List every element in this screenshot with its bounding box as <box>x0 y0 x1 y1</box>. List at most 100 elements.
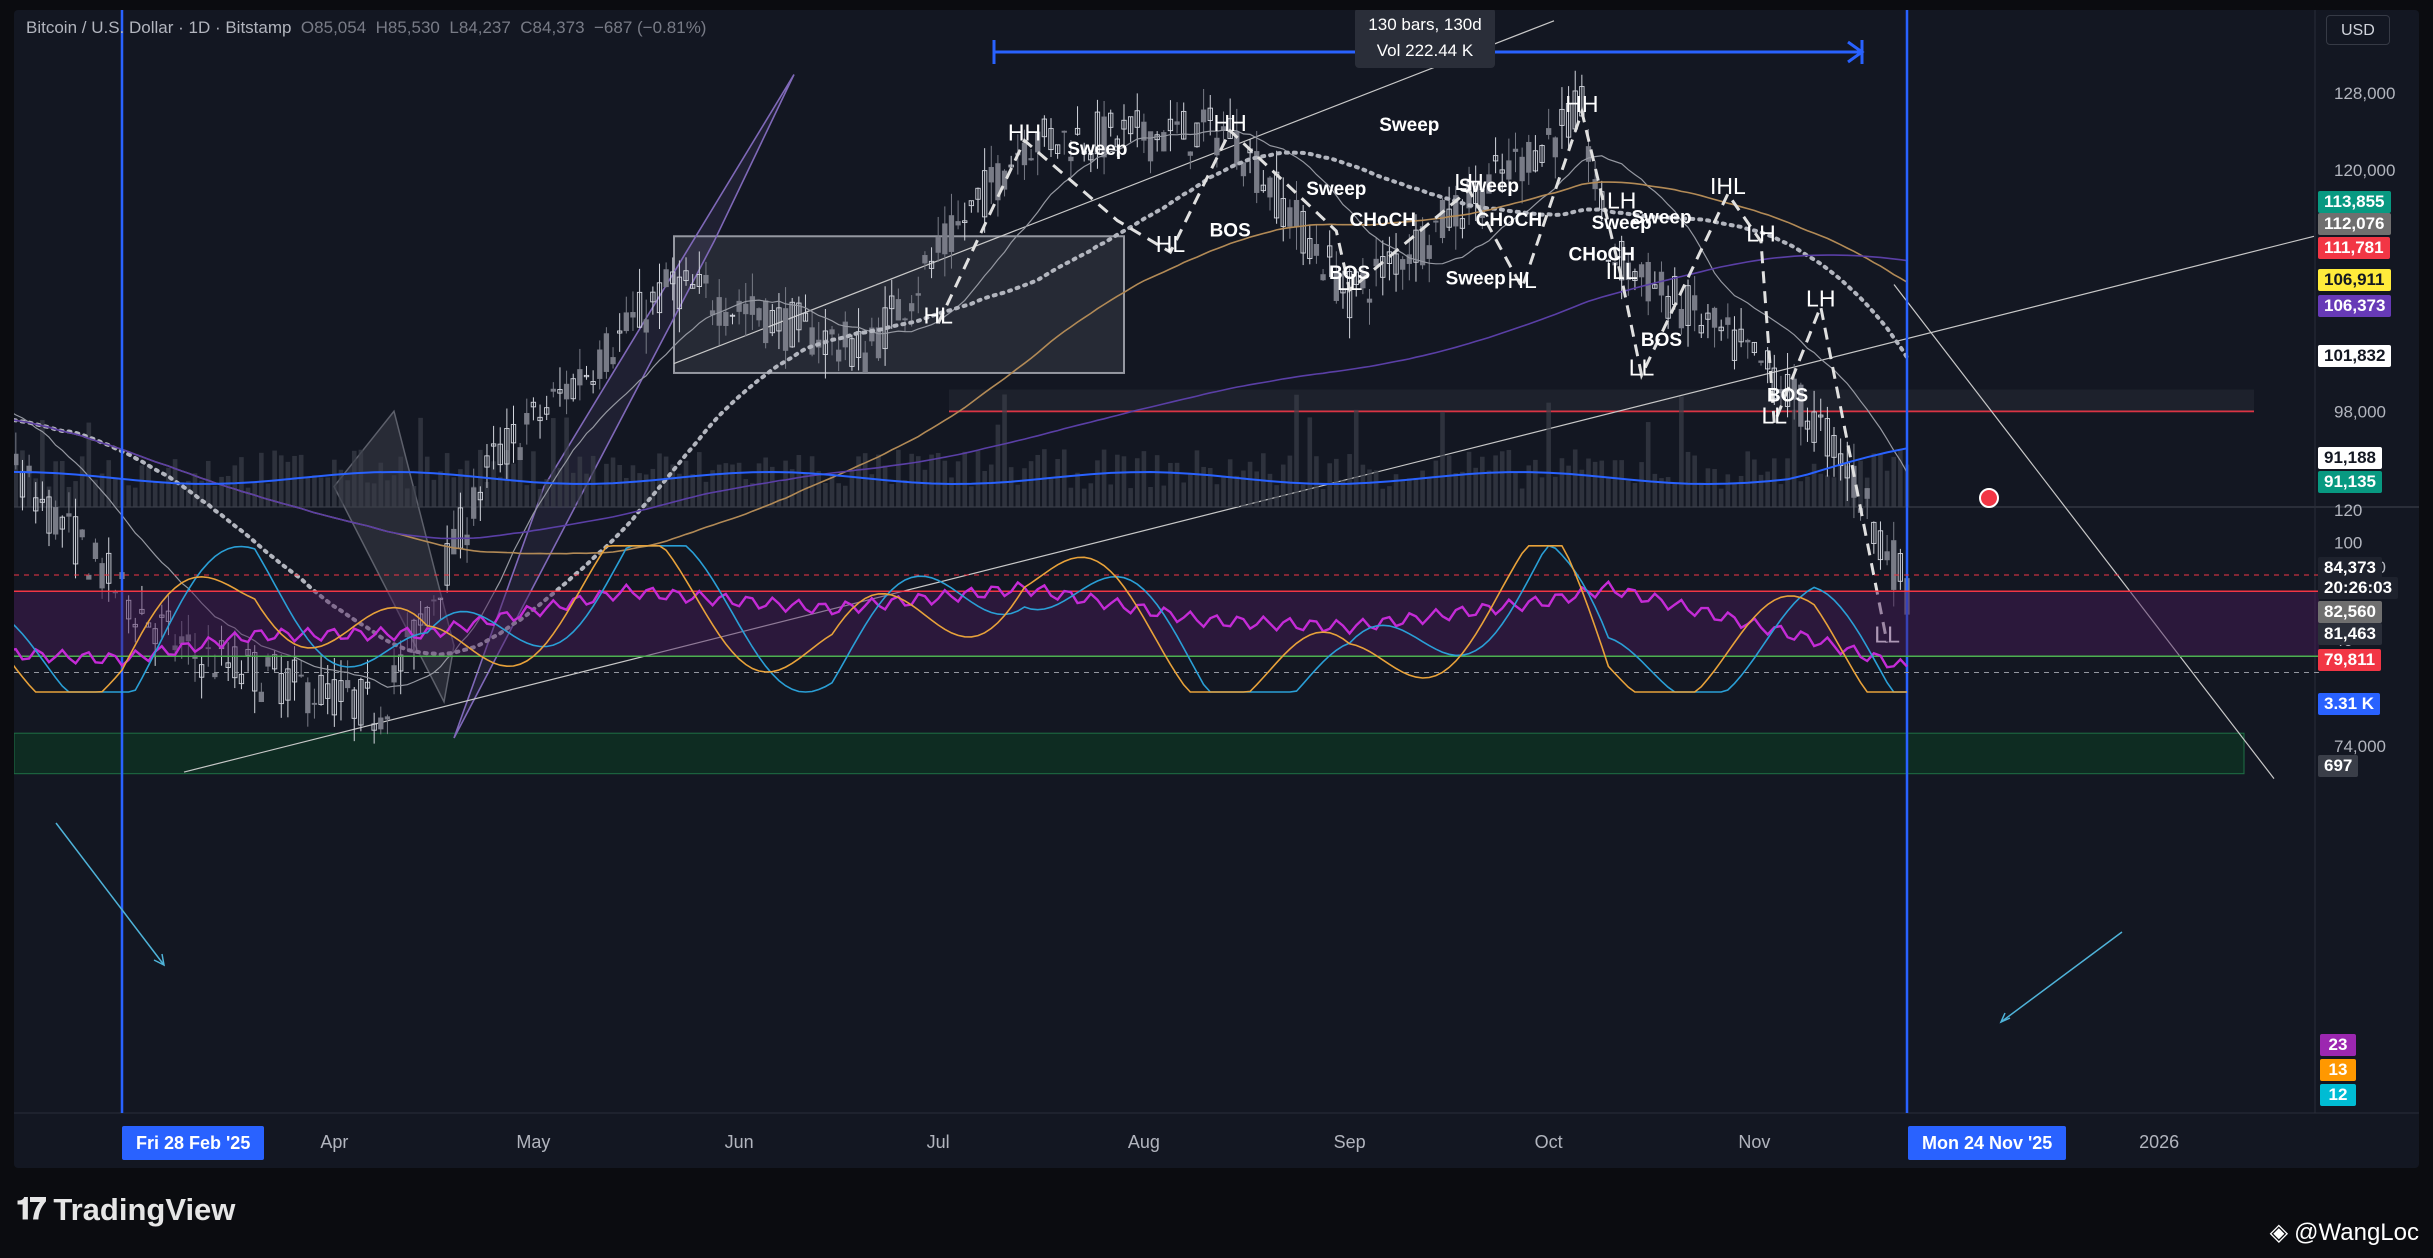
candle-body <box>1353 271 1359 285</box>
price-axis-label: 106,911 <box>2318 269 2391 291</box>
candle-body <box>437 597 444 600</box>
price-axis-label: 106,373 <box>2318 295 2392 317</box>
volume-bar <box>1002 394 1007 507</box>
volume-bar <box>1665 477 1671 507</box>
candle-body <box>205 647 211 650</box>
volume-bar <box>345 480 350 507</box>
volume-bar <box>1440 411 1445 507</box>
rsi-axis-tag: 12 <box>2320 1084 2356 1106</box>
volume-bar <box>1513 471 1518 507</box>
structure-label: BOS <box>1641 330 1682 351</box>
price-axis-label: 113,855 <box>2318 191 2391 213</box>
volume-bar <box>551 418 556 507</box>
candle-body <box>1240 162 1247 177</box>
volume-bar <box>478 449 483 507</box>
price-axis-label: 697 <box>2318 755 2359 777</box>
candle-body <box>338 680 344 702</box>
tradingview-logo[interactable]: 𝟏𝟕 TradingView <box>16 1192 235 1228</box>
candle-body <box>1380 256 1386 278</box>
volume-bar <box>146 463 151 507</box>
candle-body <box>132 623 138 628</box>
volume-bar <box>1811 463 1817 507</box>
candle-body <box>1048 128 1054 151</box>
candle-body <box>391 665 397 683</box>
arrowhead-left <box>153 953 166 967</box>
volume-bar <box>564 417 569 507</box>
volume-bar <box>1606 477 1611 507</box>
candle-body <box>33 497 39 512</box>
candle-body <box>1645 261 1651 302</box>
candle-body <box>1214 137 1220 156</box>
volume-bar <box>570 472 576 507</box>
candle-body <box>1393 253 1399 275</box>
volume-bar <box>338 469 344 507</box>
volume-bar <box>597 485 603 507</box>
volume-bar <box>391 475 397 507</box>
candle-body <box>1340 288 1346 294</box>
chart-canvas[interactable]: 128,000120,00098,00086,00074,000HHSweepH… <box>14 10 2419 1168</box>
volume-bar <box>1659 478 1664 507</box>
volume-bar <box>1871 453 1877 507</box>
volume-bar <box>1765 471 1770 507</box>
volume-bar <box>458 469 463 507</box>
volume-bar <box>1373 470 1379 507</box>
volume-bar <box>1632 483 1638 507</box>
structure-label: HH <box>1565 91 1598 117</box>
volume-bar <box>604 463 609 507</box>
candle-body <box>1459 218 1466 229</box>
candle-body <box>942 223 948 255</box>
candle-body <box>1234 131 1240 166</box>
candle-body <box>763 300 769 344</box>
candle-body <box>1638 264 1645 278</box>
structure-label: CHoCH <box>1569 245 1636 266</box>
volume-bar <box>1818 473 1824 507</box>
volume-bar <box>1626 480 1631 507</box>
volume-bar <box>1128 488 1133 507</box>
volume-bar <box>949 477 954 507</box>
candle-body <box>557 389 563 394</box>
candle-body <box>749 296 756 315</box>
structure-label: LH <box>1454 169 1483 195</box>
candle-body <box>968 200 975 207</box>
volume-bar <box>789 469 795 507</box>
candle-body <box>52 506 59 535</box>
candle-body <box>1333 271 1339 301</box>
symbol-name[interactable]: Bitcoin / U.S. Dollar · 1D · Bitstamp <box>26 18 292 37</box>
structure-label: Sweep <box>1067 139 1127 160</box>
candle-body <box>86 574 92 580</box>
volume-bar <box>1825 475 1830 507</box>
candle-body <box>1400 259 1406 270</box>
volume-bar <box>1586 458 1591 507</box>
volume-bar <box>769 466 775 507</box>
volume-bar <box>1831 477 1837 507</box>
candle-body <box>1526 141 1532 173</box>
candle-body <box>1804 420 1811 430</box>
volume-bar <box>1639 462 1644 507</box>
volume-bar <box>259 452 264 507</box>
candle-body <box>1161 132 1167 152</box>
candle-body <box>1506 160 1512 180</box>
candle-body <box>663 269 669 288</box>
candle-body <box>1041 118 1048 138</box>
volume-bar <box>1619 460 1624 507</box>
volume-bar <box>637 473 642 507</box>
volume-bar <box>889 483 895 507</box>
structure-label: Sweep <box>1306 179 1366 200</box>
volume-bar <box>1612 460 1618 507</box>
volume-bar <box>1493 455 1498 507</box>
price-tick-label: 74,000 <box>2334 737 2386 756</box>
volume-bar <box>537 488 543 507</box>
price-tick-label: 120,000 <box>2334 161 2395 180</box>
volume-bar <box>1599 460 1605 507</box>
candle-body <box>630 312 636 318</box>
candle-body <box>1453 195 1459 227</box>
currency-button[interactable]: USD <box>2326 15 2390 45</box>
candle-body <box>650 291 656 303</box>
chart-frame[interactable]: 128,000120,00098,00086,00074,000HHSweepH… <box>14 10 2419 1168</box>
candle-body <box>1552 137 1558 158</box>
candle-body <box>152 628 158 645</box>
volume-bar <box>756 463 762 507</box>
candle-body <box>1088 153 1094 161</box>
volume-bar <box>79 456 85 507</box>
volume-bar <box>1061 449 1067 507</box>
